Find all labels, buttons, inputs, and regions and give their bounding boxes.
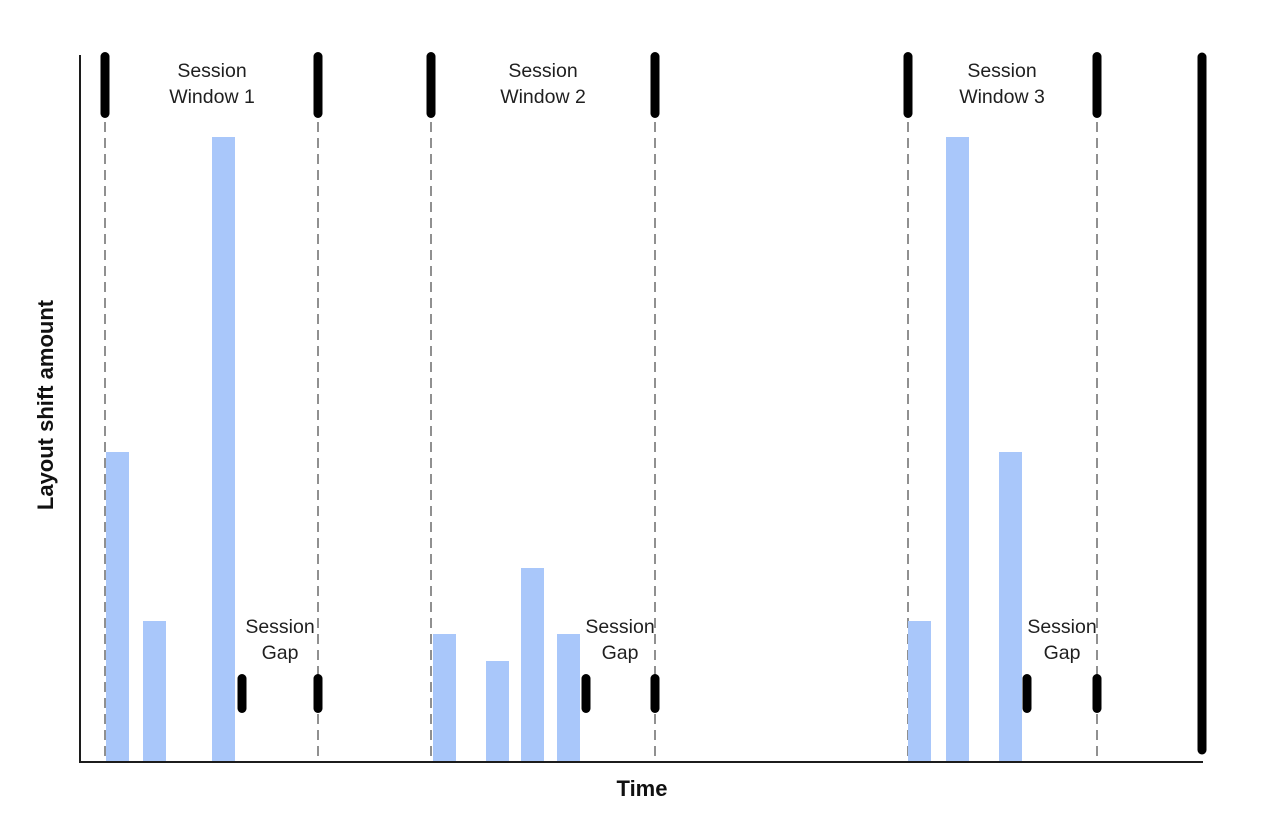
- layout-shift-bars-layer: [106, 137, 1022, 761]
- session-window-3-label: Session Window 3: [959, 58, 1045, 110]
- session-gap-3-label-line1: Session: [1027, 616, 1097, 638]
- session-gap-1-end-marker: [313, 674, 323, 713]
- x-axis-label: Time: [616, 776, 668, 801]
- session-window-3-label-line2: Window 3: [959, 86, 1045, 108]
- window-2-layout-shift-bar-3: [521, 568, 544, 761]
- session-window-1-label: Session Window 1: [169, 58, 255, 110]
- session-gap-2-end-marker: [650, 674, 660, 713]
- session-window-2-label: Session Window 2: [500, 58, 586, 110]
- session-gap-1-label: Session Gap: [245, 614, 314, 666]
- session-gap-2-label-line2: Gap: [601, 642, 639, 664]
- session-gap-3-end-marker: [1092, 674, 1102, 713]
- session-window-1-label-line2: Window 1: [169, 86, 255, 108]
- session-gap-3-label: Session Gap: [1027, 614, 1096, 666]
- session-gap-3-start-marker: [1022, 674, 1032, 713]
- y-axis-label: Layout shift amount: [33, 299, 58, 511]
- window-1-layout-shift-bar-2: [143, 621, 166, 761]
- window-1-layout-shift-bar-1: [106, 452, 129, 761]
- session-gap-1-label-line2: Gap: [261, 642, 299, 664]
- window-2-layout-shift-bar-4: [557, 634, 580, 761]
- window-3-layout-shift-bar-1: [908, 621, 931, 761]
- window-3-start-bracket-cap: [903, 52, 913, 118]
- window-3-layout-shift-bar-3: [999, 452, 1022, 761]
- session-gap-1-label-line1: Session: [245, 616, 315, 638]
- session-gap-2-label: Session Gap: [585, 614, 654, 666]
- session-bracket-markers-layer: [100, 52, 1207, 755]
- session-gap-2-start-marker: [581, 674, 591, 713]
- session-window-1-label-line1: Session: [177, 60, 247, 82]
- window-1-layout-shift-bar-3: [212, 137, 235, 761]
- window-2-layout-shift-bar-1: [433, 634, 456, 761]
- session-window-2-label-line1: Session: [508, 60, 578, 82]
- session-window-2-label-line2: Window 2: [500, 86, 586, 108]
- window-1-end-bracket-cap: [313, 52, 323, 118]
- window-2-start-bracket-cap: [426, 52, 436, 118]
- session-gap-1-start-marker: [237, 674, 247, 713]
- window-1-start-bracket-cap: [100, 52, 110, 118]
- window-3-layout-shift-bar-2: [946, 137, 969, 761]
- session-gap-2-label-line1: Session: [585, 616, 655, 638]
- window-2-layout-shift-bar-2: [486, 661, 509, 761]
- session-gap-3-label-line2: Gap: [1043, 642, 1081, 664]
- session-window-3-label-line1: Session: [967, 60, 1037, 82]
- window-3-end-bracket-cap: [1092, 52, 1102, 118]
- window-2-end-bracket-cap: [650, 52, 660, 118]
